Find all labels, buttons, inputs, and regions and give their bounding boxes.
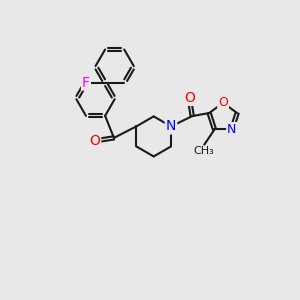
Text: O: O (218, 96, 228, 110)
Text: O: O (89, 134, 100, 148)
Text: CH₃: CH₃ (194, 146, 214, 156)
Text: O: O (184, 91, 195, 105)
Text: N: N (227, 123, 236, 136)
Text: F: F (82, 76, 90, 90)
Text: N: N (166, 119, 176, 134)
